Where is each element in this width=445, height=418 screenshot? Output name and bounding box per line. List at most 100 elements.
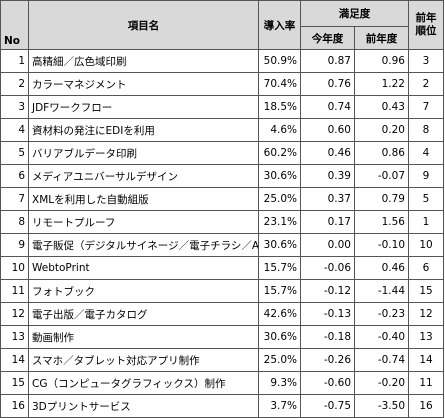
cell-last-year: 0.79 xyxy=(354,187,409,211)
cell-last-year: -3.50 xyxy=(354,394,409,418)
cell-last-year: -0.74 xyxy=(354,348,409,372)
cell-this-year: -0.13 xyxy=(300,302,355,326)
cell-last-year: -1.44 xyxy=(354,279,409,303)
cell-rate: 15.7% xyxy=(258,279,301,303)
cell-last-year: 0.96 xyxy=(354,49,409,73)
cell-prev-rank: 9 xyxy=(408,164,444,188)
header-rate: 導入率 xyxy=(258,0,301,50)
table-row: 13 動画制作 30.6% -0.18 -0.40 13 xyxy=(0,325,444,349)
cell-item: バリアブルデータ印刷 xyxy=(28,141,259,165)
table-row: 5 バリアブルデータ印刷 60.2% 0.46 0.86 4 xyxy=(0,141,444,165)
cell-item: カラーマネジメント xyxy=(28,72,259,96)
cell-rate: 15.7% xyxy=(258,256,301,280)
cell-last-year: 0.46 xyxy=(354,256,409,280)
cell-this-year: 0.17 xyxy=(300,210,355,234)
cell-prev-rank: 8 xyxy=(408,118,444,142)
cell-this-year: 0.74 xyxy=(300,95,355,119)
cell-rate: 42.6% xyxy=(258,302,301,326)
cell-prev-rank: 7 xyxy=(408,95,444,119)
cell-prev-rank: 15 xyxy=(408,279,444,303)
cell-item: WebtoPrint xyxy=(28,256,259,280)
cell-item: CG（コンピュータグラフィックス）制作 xyxy=(28,371,259,395)
header-prev-rank: 前年順位 xyxy=(408,0,444,50)
cell-no: 9 xyxy=(0,233,29,257)
header-satisfaction: 満足度 xyxy=(300,0,409,27)
cell-prev-rank: 1 xyxy=(408,210,444,234)
cell-no: 8 xyxy=(0,210,29,234)
cell-rate: 9.3% xyxy=(258,371,301,395)
table-body: 1 高精細／広色域印刷 50.9% 0.87 0.96 3 2 カラーマネジメント 70.4% 0… xyxy=(0,49,444,418)
cell-last-year: -0.23 xyxy=(354,302,409,326)
cell-last-year: -0.07 xyxy=(354,164,409,188)
cell-prev-rank: 13 xyxy=(408,325,444,349)
header-no: No xyxy=(0,0,29,50)
cell-prev-rank: 3 xyxy=(408,49,444,73)
cell-rate: 50.9% xyxy=(258,49,301,73)
cell-this-year: -0.06 xyxy=(300,256,355,280)
cell-no: 1 xyxy=(0,49,29,73)
cell-prev-rank: 6 xyxy=(408,256,444,280)
cell-no: 5 xyxy=(0,141,29,165)
cell-no: 15 xyxy=(0,371,29,395)
cell-last-year: 1.56 xyxy=(354,210,409,234)
cell-item: リモートプルーフ xyxy=(28,210,259,234)
cell-rate: 25.0% xyxy=(258,348,301,372)
cell-last-year: -0.40 xyxy=(354,325,409,349)
cell-prev-rank: 4 xyxy=(408,141,444,165)
cell-this-year: 0.76 xyxy=(300,72,355,96)
cell-prev-rank: 2 xyxy=(408,72,444,96)
cell-rate: 70.4% xyxy=(258,72,301,96)
cell-prev-rank: 10 xyxy=(408,233,444,257)
cell-no: 11 xyxy=(0,279,29,303)
table-row: 3 JDFワークフロー 18.5% 0.74 0.43 7 xyxy=(0,95,444,119)
cell-rate: 30.6% xyxy=(258,233,301,257)
cell-this-year: -0.75 xyxy=(300,394,355,418)
table-row: 15 CG（コンピュータグラフィックス）制作 9.3% -0.60 -0.20 11 xyxy=(0,371,444,395)
cell-rate: 30.6% xyxy=(258,325,301,349)
cell-no: 12 xyxy=(0,302,29,326)
cell-prev-rank: 14 xyxy=(408,348,444,372)
cell-rate: 4.6% xyxy=(258,118,301,142)
cell-no: 6 xyxy=(0,164,29,188)
table-row: 12 電子出版／電子カタログ 42.6% -0.13 -0.23 12 xyxy=(0,302,444,326)
cell-no: 10 xyxy=(0,256,29,280)
cell-this-year: 0.87 xyxy=(300,49,355,73)
cell-prev-rank: 12 xyxy=(408,302,444,326)
cell-no: 16 xyxy=(0,394,29,418)
cell-this-year: 0.00 xyxy=(300,233,355,257)
table-row: 16 3Dプリントサービス 3.7% -0.75 -3.50 16 xyxy=(0,394,444,418)
cell-prev-rank: 11 xyxy=(408,371,444,395)
cell-this-year: 0.46 xyxy=(300,141,355,165)
cell-rate: 3.7% xyxy=(258,394,301,418)
cell-item: スマホ／タブレット対応アプリ制作 xyxy=(28,348,259,372)
cell-item: メディアユニバーサルデザイン xyxy=(28,164,259,188)
cell-this-year: -0.12 xyxy=(300,279,355,303)
table-row: 6 メディアユニバーサルデザイン 30.6% 0.39 -0.07 9 xyxy=(0,164,444,188)
cell-no: 7 xyxy=(0,187,29,211)
table-row: 8 リモートプルーフ 23.1% 0.17 1.56 1 xyxy=(0,210,444,234)
cell-no: 3 xyxy=(0,95,29,119)
cell-prev-rank: 5 xyxy=(408,187,444,211)
cell-item: XMLを利用した自動組版 xyxy=(28,187,259,211)
cell-item: フォトブック xyxy=(28,279,259,303)
table-row: 2 カラーマネジメント 70.4% 0.76 1.22 2 xyxy=(0,72,444,96)
header-item: 項目名 xyxy=(28,0,259,50)
cell-rate: 60.2% xyxy=(258,141,301,165)
cell-last-year: 0.20 xyxy=(354,118,409,142)
table-row: 4 資材料の発注にEDIを利用 4.6% 0.60 0.20 8 xyxy=(0,118,444,142)
table-row: 11 フォトブック 15.7% -0.12 -1.44 15 xyxy=(0,279,444,303)
table-row: 7 XMLを利用した自動組版 25.0% 0.37 0.79 5 xyxy=(0,187,444,211)
table-row: 1 高精細／広色域印刷 50.9% 0.87 0.96 3 xyxy=(0,49,444,73)
cell-no: 13 xyxy=(0,325,29,349)
cell-this-year: 0.39 xyxy=(300,164,355,188)
cell-rate: 18.5% xyxy=(258,95,301,119)
cell-rate: 25.0% xyxy=(258,187,301,211)
table-row: 14 スマホ／タブレット対応アプリ制作 25.0% -0.26 -0.74 14 xyxy=(0,348,444,372)
cell-last-year: -0.20 xyxy=(354,371,409,395)
table-row: 10 WebtoPrint 15.7% -0.06 0.46 6 xyxy=(0,256,444,280)
cell-item: 電子出版／電子カタログ xyxy=(28,302,259,326)
table-header: No 項目名 導入率 満足度 前年順位 今年度 前年度 xyxy=(0,0,444,50)
cell-this-year: 0.37 xyxy=(300,187,355,211)
